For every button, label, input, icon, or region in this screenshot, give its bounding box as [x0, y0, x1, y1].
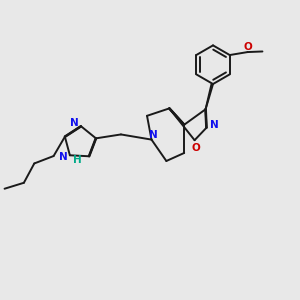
Text: N: N — [149, 130, 158, 140]
Text: O: O — [244, 42, 253, 52]
Text: N: N — [59, 152, 68, 162]
Text: H: H — [73, 155, 82, 165]
Text: N: N — [210, 120, 219, 130]
Text: O: O — [191, 142, 200, 153]
Text: N: N — [70, 118, 79, 128]
